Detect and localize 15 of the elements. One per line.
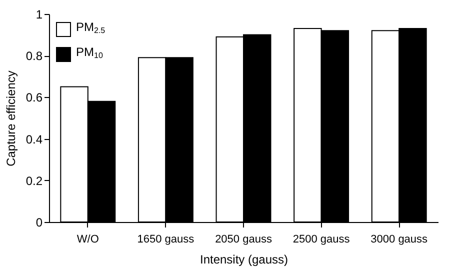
x-tick-label: 2500 gauss [292,234,350,246]
y-tick-label: 0.8 [26,49,43,64]
y-tick-label: 0.4 [26,132,43,146]
x-axis-title: Intensity (gauss) [200,252,288,266]
y-tick-label: 0.2 [26,174,43,188]
legend-label: PM$_{2.5}$ [76,20,106,37]
y-tick-label: 1 [36,8,43,22]
y-tick-label: 0.6 [26,90,43,105]
y-tick-label: 0 [36,216,43,230]
x-tick-label: 2050 gauss [215,234,272,246]
y-axis-title: Capture efficiency [4,70,18,166]
x-tick-label: W/O [76,234,100,246]
x-tick-label: 3000 gauss [370,234,428,246]
legend-label: PM$_{10}$ [76,45,103,62]
x-tick-label: 1650 gauss [137,234,195,246]
